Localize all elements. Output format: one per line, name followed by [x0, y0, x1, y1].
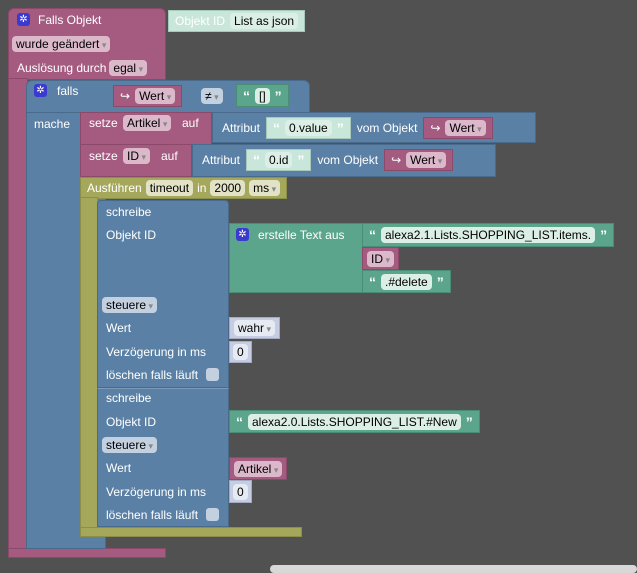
- variable-block[interactable]: ↪ Wert: [423, 117, 493, 139]
- timeout-name-field[interactable]: timeout: [145, 180, 194, 196]
- delay-label: Verzögerung in ms: [106, 485, 207, 499]
- quote-close-icon: ”: [274, 87, 282, 104]
- variable-block[interactable]: ID: [362, 247, 400, 270]
- attribute-row: Attribut “ 0.id ” vom Objekt ↪ Wert: [196, 149, 459, 171]
- trigger-title: Falls Objekt: [38, 13, 102, 27]
- object-id-label: Objekt ID: [175, 14, 226, 28]
- object-id-label: Objekt ID: [106, 228, 157, 242]
- attribute-row: Attribut “ 0.value ” vom Objekt ↪ Wert: [216, 117, 499, 139]
- attribute-label: Attribut: [202, 153, 241, 167]
- text-value[interactable]: alexa2.0.Lists.SHOPPING_LIST.#New: [248, 413, 461, 430]
- trigger-by-dropdown[interactable]: egal: [109, 60, 148, 76]
- quote-open-icon: “: [369, 273, 376, 290]
- text-block[interactable]: “ .#delete ”: [362, 270, 451, 293]
- clear-label: löschen falls läuft: [106, 368, 199, 382]
- attribute-value[interactable]: 0.id: [265, 152, 293, 168]
- set-label: setze: [89, 116, 118, 130]
- quote-close-icon: ”: [297, 152, 305, 168]
- object-id-label: Objekt ID: [106, 415, 157, 429]
- clear-label: löschen falls läuft: [106, 508, 199, 522]
- number-block[interactable]: 0: [229, 341, 252, 363]
- delay-value[interactable]: 0: [233, 344, 248, 360]
- object-id-value[interactable]: List as json: [230, 13, 299, 29]
- join-label: erstelle Text aus: [258, 228, 345, 242]
- from-object-label: vom Objekt: [317, 153, 379, 167]
- quote-open-icon: “: [243, 87, 250, 104]
- quote-close-icon: ”: [600, 227, 608, 243]
- variable-icon: ↪: [120, 89, 131, 103]
- to-label: auf: [182, 116, 199, 130]
- gear-icon[interactable]: ✲: [34, 84, 47, 97]
- trigger-by-label: Auslösung durch: [17, 61, 107, 75]
- value-label: Wert: [106, 461, 132, 475]
- quote-close-icon: ”: [336, 120, 344, 136]
- variable-block[interactable]: ↪ Wert: [384, 149, 454, 171]
- variable-block[interactable]: ↪ Wert: [113, 85, 183, 107]
- attribute-label: Attribut: [222, 121, 261, 135]
- if-label: falls: [57, 84, 79, 98]
- do-label: mache: [34, 117, 71, 131]
- timeout-value-field[interactable]: 2000: [210, 180, 246, 196]
- boolean-dropdown[interactable]: wahr: [234, 320, 276, 336]
- unit-dropdown[interactable]: ms: [249, 180, 281, 196]
- write-block[interactable]: [97, 200, 229, 388]
- in-label: in: [197, 181, 207, 195]
- quote-close-icon: ”: [436, 273, 444, 290]
- gear-icon[interactable]: ✲: [17, 13, 30, 26]
- variable-dropdown[interactable]: Wert: [406, 152, 447, 168]
- event-dropdown[interactable]: wurde geändert: [12, 36, 111, 52]
- value-label: Wert: [106, 321, 132, 335]
- timeout-footer: [80, 527, 302, 537]
- variable-icon: ↪: [430, 121, 441, 135]
- to-label: auf: [161, 149, 178, 163]
- timeout-body: [80, 197, 98, 537]
- trigger-block-body: [8, 78, 28, 550]
- text-block[interactable]: “ 0.id ”: [246, 149, 312, 171]
- trigger-block-footer: [8, 548, 166, 558]
- variable-dropdown[interactable]: Artikel: [234, 460, 283, 477]
- boolean-block[interactable]: wahr: [229, 317, 281, 339]
- variable-block[interactable]: Artikel: [229, 457, 288, 480]
- text-block[interactable]: “ [] ”: [236, 84, 289, 107]
- quote-open-icon: “: [273, 120, 281, 136]
- set-label: setze: [89, 149, 118, 163]
- write-block[interactable]: [97, 388, 229, 527]
- variable-icon: ↪: [391, 153, 402, 167]
- text-value[interactable]: alexa2.1.Lists.SHOPPING_LIST.items.: [381, 227, 596, 243]
- variable-dropdown[interactable]: Artikel: [123, 115, 172, 131]
- clear-checkbox[interactable]: [206, 508, 219, 521]
- text-value[interactable]: .#delete: [381, 273, 432, 290]
- timeout-label: Ausführen: [87, 181, 142, 195]
- number-block[interactable]: 0: [229, 480, 252, 503]
- mode-dropdown[interactable]: steuere: [102, 297, 158, 313]
- variable-dropdown[interactable]: Wert: [445, 120, 486, 136]
- object-id-block[interactable]: Objekt ID List as json: [168, 10, 306, 32]
- text-block[interactable]: “ alexa2.1.Lists.SHOPPING_LIST.items. ”: [362, 223, 615, 247]
- from-object-label: vom Objekt: [356, 121, 418, 135]
- gear-icon[interactable]: ✲: [236, 228, 249, 241]
- write-label: schreibe: [106, 205, 152, 219]
- trigger-by-row: Auslösung durch egal: [11, 60, 153, 76]
- mode-dropdown[interactable]: steuere: [102, 437, 158, 453]
- write-label: schreibe: [106, 391, 152, 405]
- text-block[interactable]: “ alexa2.0.Lists.SHOPPING_LIST.#New ”: [229, 410, 480, 433]
- text-value[interactable]: []: [255, 87, 270, 104]
- text-block[interactable]: “ 0.value ”: [266, 117, 351, 139]
- quote-open-icon: “: [236, 413, 243, 430]
- horizontal-scrollbar[interactable]: [270, 565, 637, 573]
- attribute-value[interactable]: 0.value: [285, 120, 332, 136]
- variable-dropdown[interactable]: ID: [123, 148, 151, 164]
- timeout-block[interactable]: Ausführen timeout in 2000 ms: [80, 177, 288, 199]
- clear-checkbox[interactable]: [206, 368, 219, 381]
- join-text-block[interactable]: [229, 223, 363, 293]
- operator-dropdown[interactable]: ≠: [201, 88, 223, 104]
- quote-open-icon: “: [253, 152, 261, 168]
- quote-open-icon: “: [369, 227, 376, 243]
- quote-close-icon: ”: [465, 413, 473, 430]
- delay-label: Verzögerung in ms: [106, 345, 207, 359]
- variable-dropdown[interactable]: ID: [367, 250, 395, 267]
- variable-dropdown[interactable]: Wert: [135, 88, 176, 104]
- delay-value[interactable]: 0: [233, 483, 248, 500]
